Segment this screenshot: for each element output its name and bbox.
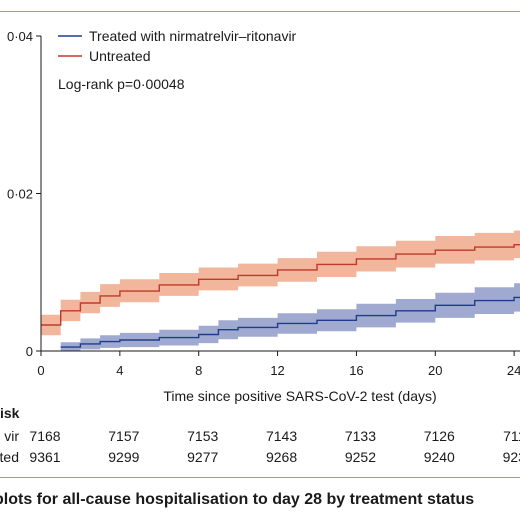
x-tick-label: 12 bbox=[270, 363, 284, 378]
y-tick-label: 0·04 bbox=[7, 29, 33, 44]
risk-count: 7168 bbox=[29, 428, 60, 444]
y-tick-label: 0·02 bbox=[7, 187, 33, 202]
risk-count: 7115 bbox=[503, 428, 520, 444]
risk-count: 9252 bbox=[345, 449, 376, 465]
risk-row-label: vir bbox=[4, 428, 19, 444]
risk-count: 7143 bbox=[266, 428, 297, 444]
y-tick-label: 0 bbox=[26, 344, 33, 359]
risk-count: 9268 bbox=[266, 449, 297, 465]
km-chart: 0 4 8 12 16 20 24 0 0·02 0·04 Treated with nirmat… bbox=[0, 28, 520, 465]
legend-label: Treated with nirmatrelvir–ritonavir bbox=[89, 28, 297, 44]
x-axis-label: Time since positive SARS-CoV-2 test (day… bbox=[163, 388, 436, 404]
ci-band-untreated bbox=[41, 230, 520, 336]
x-tick-label: 16 bbox=[349, 363, 363, 378]
series-line-untreated bbox=[41, 244, 520, 326]
x-tick-label: 24 bbox=[507, 363, 520, 378]
risk-count: 9277 bbox=[187, 449, 218, 465]
legend-label: Untreated bbox=[89, 48, 150, 64]
x-tick-label: 8 bbox=[195, 363, 202, 378]
x-tick-label: 0 bbox=[37, 363, 44, 378]
logrank-annotation: Log-rank p=0·00048 bbox=[58, 76, 185, 92]
risk-count: 9240 bbox=[424, 449, 455, 465]
x-tick-label: 20 bbox=[428, 363, 442, 378]
top-rule bbox=[0, 11, 520, 12]
risk-count: 7126 bbox=[424, 428, 455, 444]
series-line-treated bbox=[60, 296, 520, 348]
risk-count: 9299 bbox=[108, 449, 139, 465]
bottom-rule bbox=[0, 477, 520, 478]
risk-count: 9230 bbox=[503, 449, 520, 465]
risk-table-header: isk bbox=[0, 405, 20, 421]
risk-count: 9361 bbox=[29, 449, 60, 465]
risk-count: 7157 bbox=[108, 428, 139, 444]
risk-row-label: ted bbox=[0, 449, 19, 465]
ci-band-treated bbox=[60, 283, 520, 351]
risk-count: 7133 bbox=[345, 428, 376, 444]
figure-caption: plots for all-cause hospitalisation to d… bbox=[0, 491, 475, 508]
x-tick-label: 4 bbox=[116, 363, 123, 378]
risk-count: 7153 bbox=[187, 428, 218, 444]
